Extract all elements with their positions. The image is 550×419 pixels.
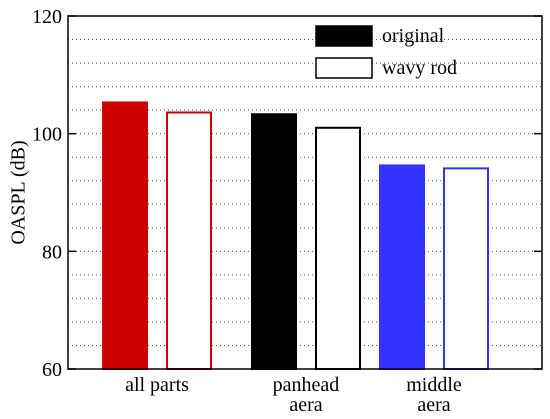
bar-wavy-rod-2	[443, 167, 489, 370]
y-tick-label: 60	[42, 359, 62, 381]
bar-original-0	[102, 101, 148, 371]
legend-swatch	[315, 25, 373, 47]
bar-wavy-rod-1	[315, 126, 361, 370]
bars	[102, 101, 489, 371]
x-category-label: panhead	[273, 374, 340, 396]
x-category-label: aera	[289, 394, 322, 416]
legend-swatch	[315, 57, 373, 79]
x-category-label: aera	[417, 394, 450, 416]
plot-frame	[67, 15, 543, 370]
x-category-label: all parts	[125, 374, 189, 396]
grid-lines	[68, 39, 542, 346]
legend-label: original	[382, 25, 445, 47]
legend-label: wavy rod	[382, 57, 457, 79]
legend: original wavy rod	[315, 25, 457, 79]
bar-original-2	[379, 164, 425, 370]
x-category-label: middle	[406, 374, 462, 396]
y-ticks: 60 80 100 120	[32, 6, 542, 381]
y-tick-label: 80	[42, 241, 62, 263]
y-tick-label: 120	[32, 6, 62, 28]
y-tick-label: 100	[32, 124, 62, 146]
bar-original-1	[251, 113, 297, 370]
bar-wavy-rod-0	[166, 111, 212, 370]
y-axis-label: OASPL (dB)	[8, 140, 30, 244]
